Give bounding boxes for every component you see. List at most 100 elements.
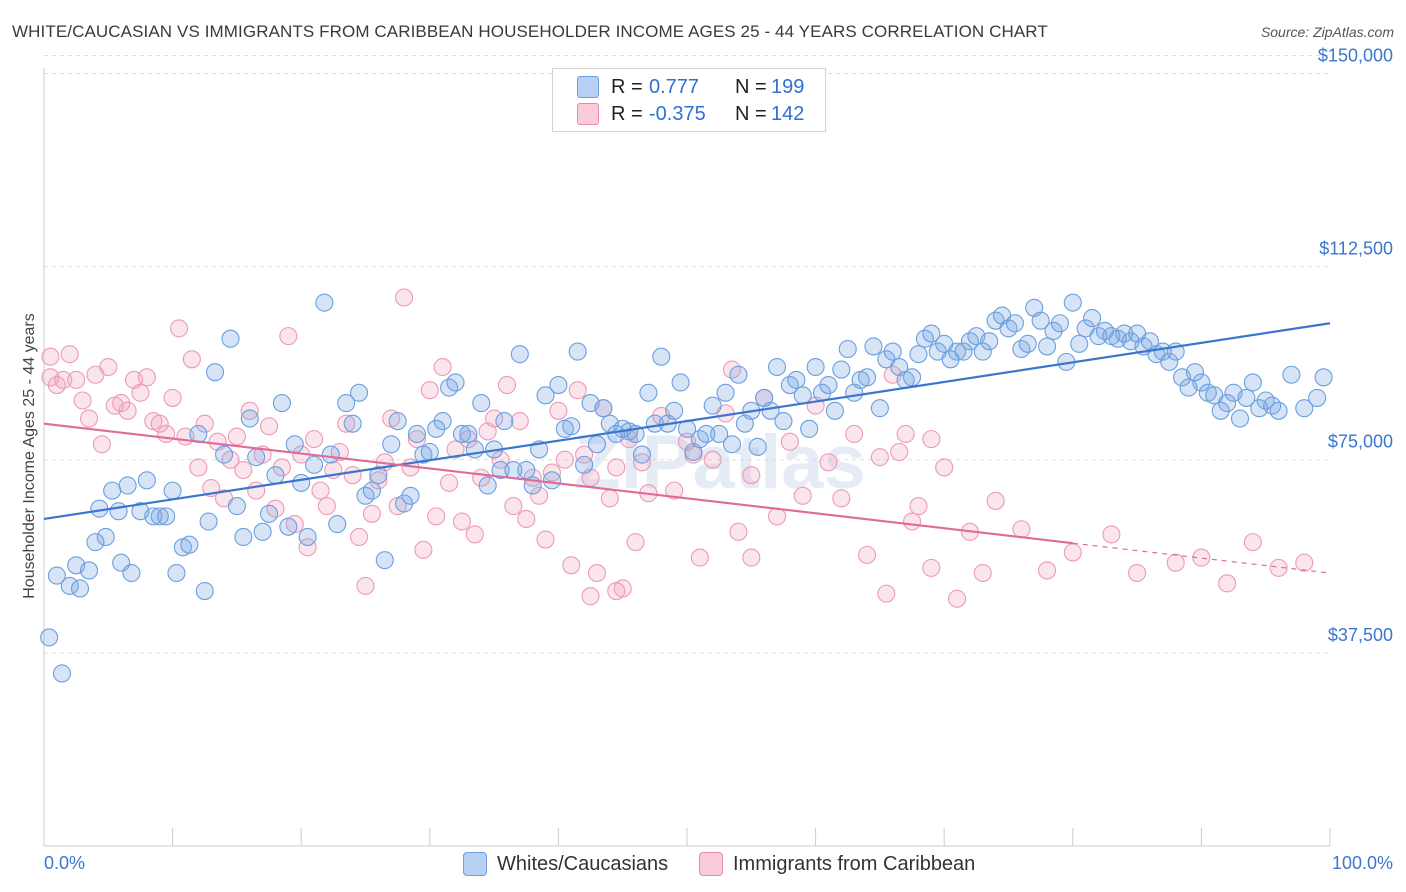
white-point xyxy=(401,486,420,505)
y-tick-label: $37,500 xyxy=(1328,625,1393,645)
white-point xyxy=(369,466,388,485)
caribbean-point xyxy=(607,458,626,477)
legend-item-white[interactable]: Whites/Caucasians xyxy=(463,852,668,876)
legend-r-label: R = xyxy=(611,102,643,125)
x-tick-label-max: 100.0% xyxy=(1332,853,1393,873)
white-point xyxy=(1230,409,1250,428)
white-point xyxy=(472,394,491,413)
legend-label-caribbean: Immigrants from Caribbean xyxy=(733,852,976,875)
y-tick-labels: $37,500 $75,000 $112,500 $150,000 xyxy=(1318,45,1393,644)
white-point xyxy=(1295,399,1314,418)
caribbean-point xyxy=(819,453,838,472)
caribbean-point xyxy=(986,491,1005,510)
white-point xyxy=(205,363,225,382)
caribbean-point xyxy=(1063,543,1082,562)
white-point xyxy=(214,445,234,464)
white-point xyxy=(157,507,176,526)
caribbean-point xyxy=(157,424,176,444)
source-credit: Source: ZipAtlas.com xyxy=(1260,24,1394,40)
white-point xyxy=(639,383,658,402)
caribbean-point xyxy=(350,527,369,547)
caribbean-point xyxy=(452,512,472,531)
white-point xyxy=(1218,394,1237,413)
white-point xyxy=(800,419,819,438)
caribbean-point xyxy=(369,471,388,490)
white-point xyxy=(767,357,787,377)
caribbean-point xyxy=(1166,553,1185,572)
white-point xyxy=(1314,368,1333,387)
white-point xyxy=(60,576,79,595)
caribbean-point xyxy=(465,525,484,544)
caribbean-point xyxy=(742,548,761,567)
caribbean-point xyxy=(896,424,915,444)
caribbean-point xyxy=(555,450,574,469)
white-point xyxy=(1237,388,1256,407)
white-point xyxy=(109,502,128,521)
white-point xyxy=(902,368,922,387)
white-point xyxy=(697,424,716,444)
white-point xyxy=(199,512,218,531)
caribbean-point xyxy=(60,345,79,364)
white-point xyxy=(1282,365,1301,384)
caribbean-point xyxy=(420,381,439,400)
white-point xyxy=(137,471,156,490)
caribbean-point xyxy=(1012,520,1031,539)
caribbean-point xyxy=(729,522,748,541)
caribbean-point xyxy=(54,370,73,389)
caribbean-point xyxy=(890,442,909,462)
white-point xyxy=(253,522,272,541)
caribbean-point xyxy=(298,538,317,557)
white-point xyxy=(870,399,889,418)
white-point xyxy=(787,370,806,389)
white-point xyxy=(52,664,72,683)
caribbean-point xyxy=(857,545,877,565)
caribbean-point xyxy=(440,473,459,492)
caribbean-point xyxy=(703,450,722,469)
caribbean-point xyxy=(407,430,426,449)
caribbean-point xyxy=(1102,525,1121,544)
legend-item-caribbean[interactable]: Immigrants from Caribbean xyxy=(699,852,975,876)
caribbean-point xyxy=(1295,553,1314,572)
white-point xyxy=(671,373,690,392)
white-point xyxy=(375,551,394,570)
legend-swatch-white xyxy=(577,76,599,98)
white-point xyxy=(122,563,141,583)
white-point xyxy=(1005,314,1024,333)
white-point xyxy=(1269,401,1288,420)
caribbean-point xyxy=(73,391,92,410)
white-point xyxy=(825,401,844,420)
caribbean-point xyxy=(189,458,208,477)
white-point xyxy=(806,357,825,377)
white-point xyxy=(259,504,279,523)
caribbean-point xyxy=(279,327,298,346)
white-point xyxy=(568,342,587,361)
caribbean-point xyxy=(41,347,60,366)
white-point xyxy=(118,476,137,495)
caribbean-point xyxy=(227,427,246,446)
white-point xyxy=(1038,337,1057,356)
white-point xyxy=(350,383,369,402)
caribbean-point xyxy=(665,481,684,500)
caribbean-point xyxy=(427,507,446,526)
caribbean-point xyxy=(137,368,156,387)
legend-n-label: N = xyxy=(735,102,767,125)
caribbean-point xyxy=(343,466,362,485)
white-point xyxy=(285,435,304,454)
caribbean-point xyxy=(845,424,864,444)
caribbean-point xyxy=(317,497,336,516)
white-point xyxy=(652,347,671,366)
caribbean-point xyxy=(504,497,523,516)
caribbean-point xyxy=(395,288,414,307)
white-point xyxy=(321,445,340,464)
y-axis-label: Householder Income Ages 25 - 44 years xyxy=(21,313,38,599)
white-point xyxy=(710,424,729,444)
white-point xyxy=(716,383,735,402)
white-point xyxy=(632,445,652,464)
caribbean-point xyxy=(549,401,568,420)
white-point xyxy=(594,399,613,418)
caribbean-point xyxy=(163,388,182,407)
caribbean-point xyxy=(240,401,259,420)
white-point xyxy=(279,517,298,536)
trend-line-caribbean xyxy=(43,422,1073,545)
